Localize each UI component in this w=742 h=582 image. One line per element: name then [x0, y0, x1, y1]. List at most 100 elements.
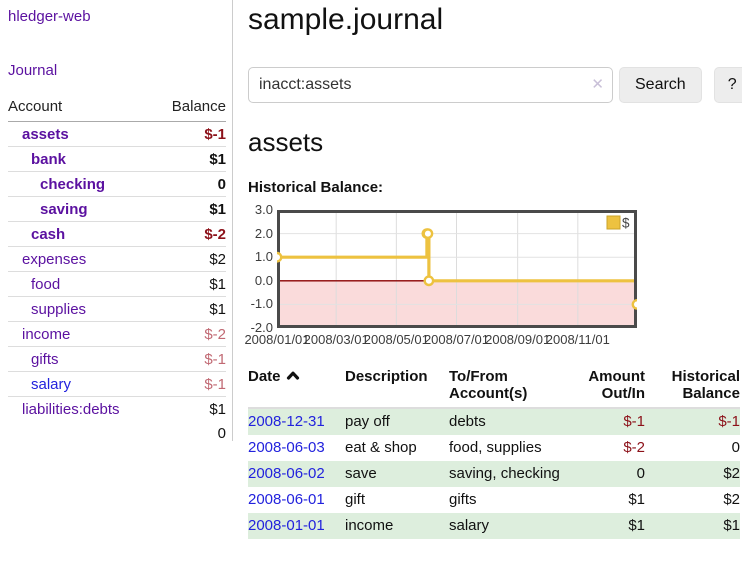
transaction-description: gift [345, 491, 366, 508]
page-title: sample.journal [248, 3, 444, 36]
transaction-date-link[interactable]: 2008-06-03 [248, 439, 325, 456]
account-link[interactable]: expenses [22, 251, 87, 268]
account-link[interactable]: cash [31, 226, 66, 243]
main-content: sample.journal ✕ Search ? assets Histori… [233, 0, 742, 582]
register-table: Date Description To/From Account(s) Amou… [248, 366, 740, 539]
transaction-accounts: debts [449, 413, 486, 430]
account-balance: $-2 [154, 221, 226, 247]
account-link[interactable]: supplies [31, 301, 87, 318]
account-balance: $-1 [154, 371, 226, 397]
clear-search-icon[interactable]: ✕ [591, 76, 604, 93]
x-axis-tick-label: 2008/11/01 [545, 332, 610, 347]
register-row: 2008-06-01 gift gifts $1 $2 [248, 487, 740, 513]
accounts-total-row: 0 [8, 421, 226, 446]
account-row: liabilities:debts $1 [8, 396, 226, 421]
account-row: income $-2 [8, 321, 226, 347]
search-button[interactable]: Search [619, 67, 702, 103]
accounts-header-row: Account Balance [8, 96, 226, 122]
transaction-amount: $1 [628, 517, 645, 534]
transaction-accounts: food, supplies [449, 439, 542, 456]
register-row: 2008-01-01 income salary $1 $1 [248, 513, 740, 539]
register-header-date[interactable]: Date [248, 366, 345, 409]
account-link[interactable]: gifts [31, 351, 59, 368]
accounts-table: Account Balance assets $-1 bank $1 checking 0… [8, 96, 226, 446]
transaction-description: eat & shop [345, 439, 417, 456]
accounts-total-spacer [8, 421, 155, 446]
register-header-balance: Historical Balance [645, 366, 740, 409]
y-axis-tick-label: 3.0 [254, 202, 273, 217]
transaction-balance: $1 [723, 517, 740, 534]
sidebar: hledger-web Journal Account Balance asse… [0, 0, 233, 442]
account-link[interactable]: income [22, 326, 71, 343]
accounts-total-value: 0 [217, 425, 226, 442]
transaction-balance: $2 [723, 465, 740, 482]
account-balance: $1 [154, 296, 226, 322]
account-row: food $1 [8, 271, 226, 297]
transaction-date-link[interactable]: 2008-01-01 [248, 517, 325, 534]
account-link[interactable]: assets [22, 126, 69, 143]
x-axis-tick-label: 2008/09/01 [485, 332, 551, 347]
account-balance: $1 [154, 396, 226, 421]
account-balance: $1 [154, 196, 226, 222]
accounts-header-balance: Balance [154, 96, 226, 122]
historical-balance-chart: $3.0 2.0 1.0 0.0 -1.0 -2.0 2008/01/01 2008/03/0… [244, 202, 648, 350]
transaction-amount: $-1 [623, 413, 645, 430]
transaction-date-link[interactable]: 2008-12-31 [248, 413, 325, 430]
account-row: checking 0 [8, 171, 226, 197]
account-row: expenses $2 [8, 246, 226, 272]
account-row: assets $-1 [8, 122, 226, 147]
transaction-balance: $2 [723, 491, 740, 508]
account-balance: 0 [154, 171, 226, 197]
transaction-description: save [345, 465, 377, 482]
nav-journal-link[interactable]: Journal [8, 62, 58, 79]
app-brand-link[interactable]: hledger-web [8, 8, 91, 25]
x-axis-tick-label: 2008/03/01 [303, 332, 369, 347]
transaction-accounts: salary [449, 517, 490, 534]
x-axis-tick-label: 2008/05/01 [363, 332, 429, 347]
y-axis-tick-label: 1.0 [254, 249, 273, 265]
transaction-accounts: saving, checking [449, 465, 560, 482]
x-axis-tick-label: 2008/01/01 [244, 332, 310, 347]
register-header-description: Description [345, 366, 449, 409]
account-row: saving $1 [8, 196, 226, 222]
y-axis-tick-label: -1.0 [250, 296, 273, 312]
account-balance: $-1 [154, 346, 226, 372]
account-row: salary $-1 [8, 371, 226, 397]
chart-title: Historical Balance: [248, 179, 384, 196]
account-row: gifts $-1 [8, 346, 226, 372]
account-link[interactable]: food [31, 276, 61, 293]
account-balance: $-1 [204, 126, 226, 143]
y-axis-tick-label: -2.0 [250, 320, 273, 335]
register-row: 2008-06-02 save saving, checking 0 $2 [248, 461, 740, 487]
transaction-amount: $-2 [623, 439, 645, 456]
account-link[interactable]: liabilities:debts [22, 401, 120, 418]
transaction-date-link[interactable]: 2008-06-02 [248, 465, 325, 482]
account-balance: $1 [154, 271, 226, 297]
account-balance: $1 [154, 146, 226, 172]
account-link[interactable]: salary [31, 376, 72, 393]
transaction-date-link[interactable]: 2008-06-01 [248, 491, 325, 508]
register-row: 2008-06-03 eat & shop food, supplies $-2 0 [248, 435, 740, 461]
chart-legend-label: $ [622, 216, 630, 231]
account-link[interactable]: bank [31, 151, 67, 168]
help-button[interactable]: ? [713, 67, 742, 103]
x-axis-tick-label: 2008/07/01 [423, 332, 490, 347]
transaction-accounts: gifts [449, 491, 477, 508]
y-axis-tick-label: 2.0 [254, 225, 273, 241]
transaction-amount: $1 [628, 491, 645, 508]
transaction-description: income [345, 517, 394, 534]
account-link[interactable]: saving [40, 201, 88, 218]
transaction-description: pay off [345, 413, 390, 430]
account-row: cash $-2 [8, 221, 226, 247]
transaction-balance: 0 [731, 439, 740, 456]
transaction-amount: 0 [636, 465, 645, 482]
account-balance: $-2 [154, 321, 226, 347]
register-header-row: Date Description To/From Account(s) Amou… [248, 366, 740, 409]
y-axis-tick-label: 0.0 [254, 272, 273, 288]
account-link[interactable]: checking [40, 176, 106, 193]
register-row: 2008-12-31 pay off debts $-1 $-1 [248, 408, 740, 435]
search-input[interactable] [248, 67, 613, 103]
account-title: assets [248, 127, 324, 157]
register-header-amount: Amount Out/In [579, 366, 645, 409]
account-row: supplies $1 [8, 296, 226, 322]
